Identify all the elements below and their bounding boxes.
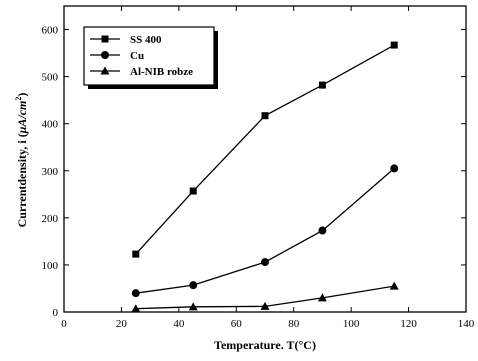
data-point-triangle [188, 302, 198, 311]
plot-frame [63, 5, 467, 313]
series-triangle [131, 281, 399, 313]
data-point-triangle [389, 281, 399, 290]
x-tick-label: 20 [116, 318, 128, 330]
x-tick-label: 0 [61, 318, 67, 330]
series-layer [131, 41, 399, 313]
x-tick-label: 120 [400, 318, 417, 330]
data-point-circle [189, 281, 198, 290]
series-circle [131, 164, 399, 298]
y-tick-label: 500 [42, 72, 59, 84]
data-point-square [261, 112, 269, 120]
series-line [135, 167, 395, 294]
legend-label: SS 400 [130, 34, 162, 46]
data-point-circle [131, 289, 140, 298]
data-point-circle [390, 164, 399, 173]
legend-label: Al-NIB robze [130, 66, 193, 78]
data-point-circle [261, 258, 269, 267]
x-tick-label: 80 [288, 318, 300, 330]
x-axis-title: Temperature. T(°C) [214, 338, 316, 352]
legend-marker-square [101, 35, 109, 43]
y-tick-label: 400 [42, 119, 59, 131]
legend: SS 400 Cu Al-NIB robze [83, 26, 218, 89]
x-tick-label: 100 [343, 318, 360, 330]
legend-label: Cu [130, 50, 144, 62]
data-point-square [189, 187, 197, 195]
x-tick-label: 60 [231, 318, 243, 330]
y-tick-label: 100 [42, 260, 59, 272]
data-point-square [390, 41, 398, 49]
y-tick-label: 300 [42, 166, 59, 178]
y-tick-label: 0 [53, 307, 59, 319]
series-square [132, 41, 398, 258]
data-point-triangle [260, 301, 270, 310]
x-tick-label: 40 [173, 318, 185, 330]
axis-ticks: 0 20 40 60 80 100 120 140 0 100 200 300 400 500 600 [42, 6, 475, 330]
x-tick-label: 140 [458, 318, 475, 330]
data-point-triangle [131, 304, 141, 313]
legend-entries: SS 400 Cu Al-NIB robze [90, 34, 193, 78]
y-tick-label: 600 [42, 25, 59, 37]
data-point-square [318, 81, 326, 89]
legend-marker-triangle [100, 66, 110, 75]
legend-marker-circle [101, 51, 109, 59]
data-point-triangle [317, 293, 327, 302]
y-tick-label: 200 [42, 213, 59, 225]
data-point-square [132, 250, 140, 258]
y-axis-title: Currentdensity, i (μA/cm2) [14, 93, 29, 228]
data-point-circle [318, 226, 327, 235]
